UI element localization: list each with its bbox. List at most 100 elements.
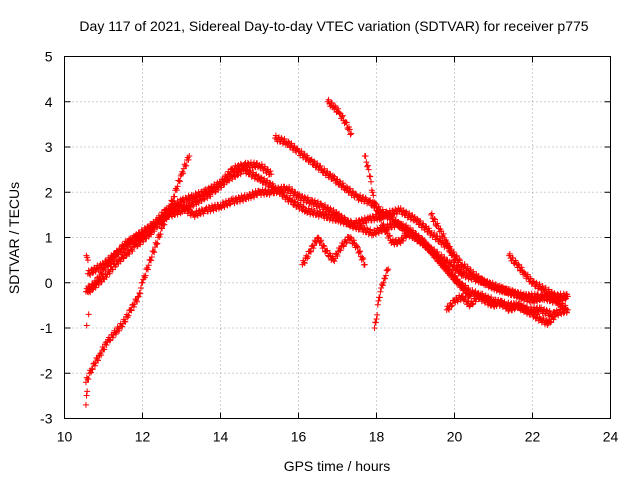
series-track-G — [324, 96, 355, 138]
data-point — [451, 272, 458, 279]
data-point — [321, 243, 328, 250]
data-point — [134, 243, 141, 250]
data-point — [293, 145, 300, 152]
data-point — [126, 241, 133, 248]
data-point — [527, 275, 534, 282]
series-track-J — [506, 250, 571, 303]
y-tick-label: -1 — [40, 320, 53, 336]
data-point — [123, 253, 130, 260]
data-point — [140, 238, 147, 245]
data-point — [346, 126, 353, 133]
data-point — [98, 270, 105, 277]
data-points — [82, 96, 571, 408]
data-point — [89, 269, 96, 276]
data-point — [204, 195, 211, 202]
data-point — [375, 208, 382, 215]
data-point — [106, 270, 113, 277]
data-point — [444, 240, 451, 247]
data-point — [325, 96, 332, 103]
data-point — [94, 356, 101, 363]
data-point — [350, 237, 357, 244]
data-point — [321, 165, 328, 172]
data-point — [119, 323, 126, 330]
data-point — [337, 247, 344, 254]
data-point — [385, 266, 392, 273]
data-point — [367, 173, 374, 180]
data-point — [338, 113, 345, 120]
y-tick-label: -3 — [40, 411, 53, 427]
data-point — [463, 269, 470, 276]
data-point — [103, 341, 110, 348]
data-point — [542, 284, 549, 291]
y-tick-label: 4 — [45, 94, 53, 110]
data-point — [348, 130, 355, 137]
data-point — [400, 237, 407, 244]
data-point — [400, 207, 407, 214]
data-point — [180, 170, 187, 177]
data-point — [374, 301, 381, 308]
data-point — [424, 244, 431, 251]
data-point — [364, 163, 371, 170]
data-point — [456, 256, 463, 263]
data-point — [363, 219, 370, 226]
data-point — [369, 189, 376, 196]
data-point — [531, 310, 538, 317]
data-point — [449, 250, 456, 257]
data-point — [84, 257, 91, 264]
y-tick-label: 2 — [45, 184, 53, 200]
data-point — [123, 243, 130, 250]
data-point — [92, 268, 99, 275]
data-point — [201, 196, 208, 203]
data-point — [174, 183, 181, 190]
data-point — [506, 250, 513, 257]
data-point — [440, 230, 447, 237]
data-point — [365, 166, 372, 173]
x-tick-label: 16 — [291, 429, 307, 445]
x-axis: 10 12 14 16 18 20 22 24 — [57, 56, 618, 445]
data-point — [290, 144, 297, 151]
data-point — [139, 279, 146, 286]
data-point — [121, 318, 128, 325]
data-point — [148, 253, 155, 260]
data-point — [218, 184, 225, 191]
data-point — [457, 296, 464, 303]
data-point — [536, 297, 543, 304]
data-point — [179, 168, 186, 175]
data-point — [453, 276, 460, 283]
data-point — [136, 290, 143, 297]
data-point — [524, 271, 531, 278]
data-point — [422, 239, 429, 246]
data-point — [419, 235, 426, 242]
data-point — [200, 210, 207, 217]
data-point — [371, 199, 378, 206]
data-point — [234, 172, 241, 179]
data-point — [446, 243, 453, 250]
x-tick-label: 10 — [57, 429, 73, 445]
data-point — [285, 138, 292, 145]
data-point — [198, 196, 204, 203]
data-point — [339, 112, 346, 119]
data-point — [137, 241, 144, 248]
x-axis-label: GPS time / hours — [284, 458, 391, 474]
data-point — [389, 214, 396, 221]
data-point — [453, 257, 460, 264]
data-point — [307, 248, 314, 255]
data-point — [83, 392, 90, 399]
data-point — [379, 206, 386, 213]
data-point — [380, 279, 387, 286]
data-point — [215, 187, 222, 194]
data-point — [101, 346, 108, 353]
data-point — [533, 305, 540, 312]
data-point — [501, 298, 508, 305]
data-point — [258, 174, 265, 181]
data-point — [357, 248, 364, 255]
data-point — [85, 311, 92, 318]
data-point — [519, 302, 526, 309]
data-point — [88, 365, 95, 372]
data-point — [267, 168, 274, 175]
data-point — [250, 169, 257, 176]
data-point — [83, 322, 90, 329]
data-point — [362, 153, 369, 160]
data-point — [117, 249, 124, 256]
